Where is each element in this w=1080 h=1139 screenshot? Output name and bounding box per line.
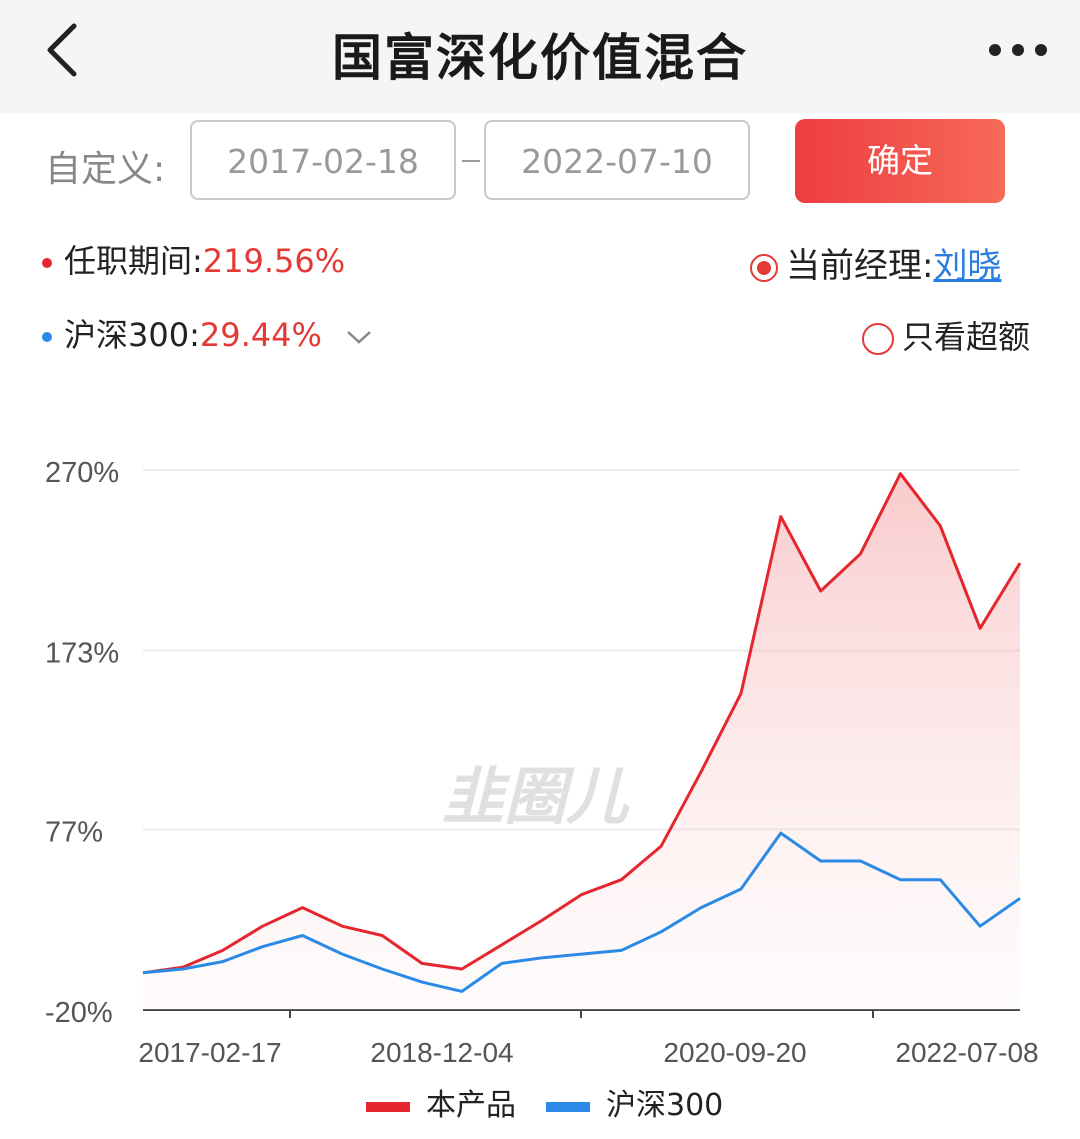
x-tick-label: 2020-09-20 xyxy=(663,1037,806,1068)
performance-chart: 270% 173% 77% -20% 韭圈儿 2017-02-17 2018-12-04… xyxy=(45,457,1039,1068)
confirm-button[interactable]: 确定 xyxy=(795,119,1005,203)
x-tick-label: 2018-12-04 xyxy=(370,1037,513,1068)
index-return-row[interactable]: 沪深300:29.44% xyxy=(42,310,374,356)
more-dots-icon[interactable] xyxy=(985,30,1055,70)
index-return-label: 沪深300: xyxy=(64,316,200,354)
back-chevron-icon[interactable] xyxy=(40,20,90,80)
manager-label: 当前经理: xyxy=(786,246,934,286)
end-date-input[interactable]: 2022-07-10 xyxy=(484,120,750,200)
legend-item-index: 沪深300 xyxy=(546,1080,723,1124)
watermark-logo: 韭圈儿 xyxy=(442,760,630,833)
fund-swatch-icon xyxy=(366,1101,410,1112)
radio-unselected-icon[interactable] xyxy=(862,323,894,355)
legend-label-fund: 本产品 xyxy=(426,1088,516,1123)
fund-area-fill xyxy=(143,473,1020,1010)
top-bar: 国富深化价值混合 xyxy=(0,0,1080,113)
date-separator xyxy=(462,160,480,162)
index-swatch-icon xyxy=(546,1101,590,1112)
legend-item-fund: 本产品 xyxy=(366,1080,516,1124)
fund-return-label: 任职期间: xyxy=(64,242,203,280)
current-manager-option[interactable]: 当前经理:刘晓 xyxy=(750,238,1001,287)
custom-range-label: 自定义: xyxy=(45,149,166,190)
excess-only-label: 只看超额 xyxy=(902,318,1031,356)
fund-return-value: 219.56% xyxy=(202,242,346,280)
x-tick-label: 2017-02-17 xyxy=(138,1037,281,1068)
y-tick-label: 173% xyxy=(45,638,119,670)
radio-selected-icon[interactable] xyxy=(750,253,778,282)
x-tick-label: 2022-07-08 xyxy=(895,1037,1038,1068)
index-dot-icon xyxy=(42,332,52,342)
legend-label-index: 沪深300 xyxy=(606,1088,724,1123)
fund-return-row: 任职期间:219.56% xyxy=(42,236,345,282)
manager-link[interactable]: 刘晓 xyxy=(933,246,1002,286)
y-tick-label: 77% xyxy=(45,816,103,848)
chart-legend: 本产品 沪深300 xyxy=(0,1080,1080,1123)
y-tick-label: -20% xyxy=(45,997,113,1029)
start-date-input[interactable]: 2017-02-18 xyxy=(190,120,456,200)
y-tick-label: 270% xyxy=(45,457,119,489)
chevron-down-icon[interactable] xyxy=(344,327,374,347)
excess-only-option[interactable]: 只看超额 xyxy=(862,312,1030,358)
page-title: 国富深化价值混合 xyxy=(332,29,748,87)
index-return-value: 29.44% xyxy=(199,316,322,354)
fund-dot-icon xyxy=(42,258,52,268)
